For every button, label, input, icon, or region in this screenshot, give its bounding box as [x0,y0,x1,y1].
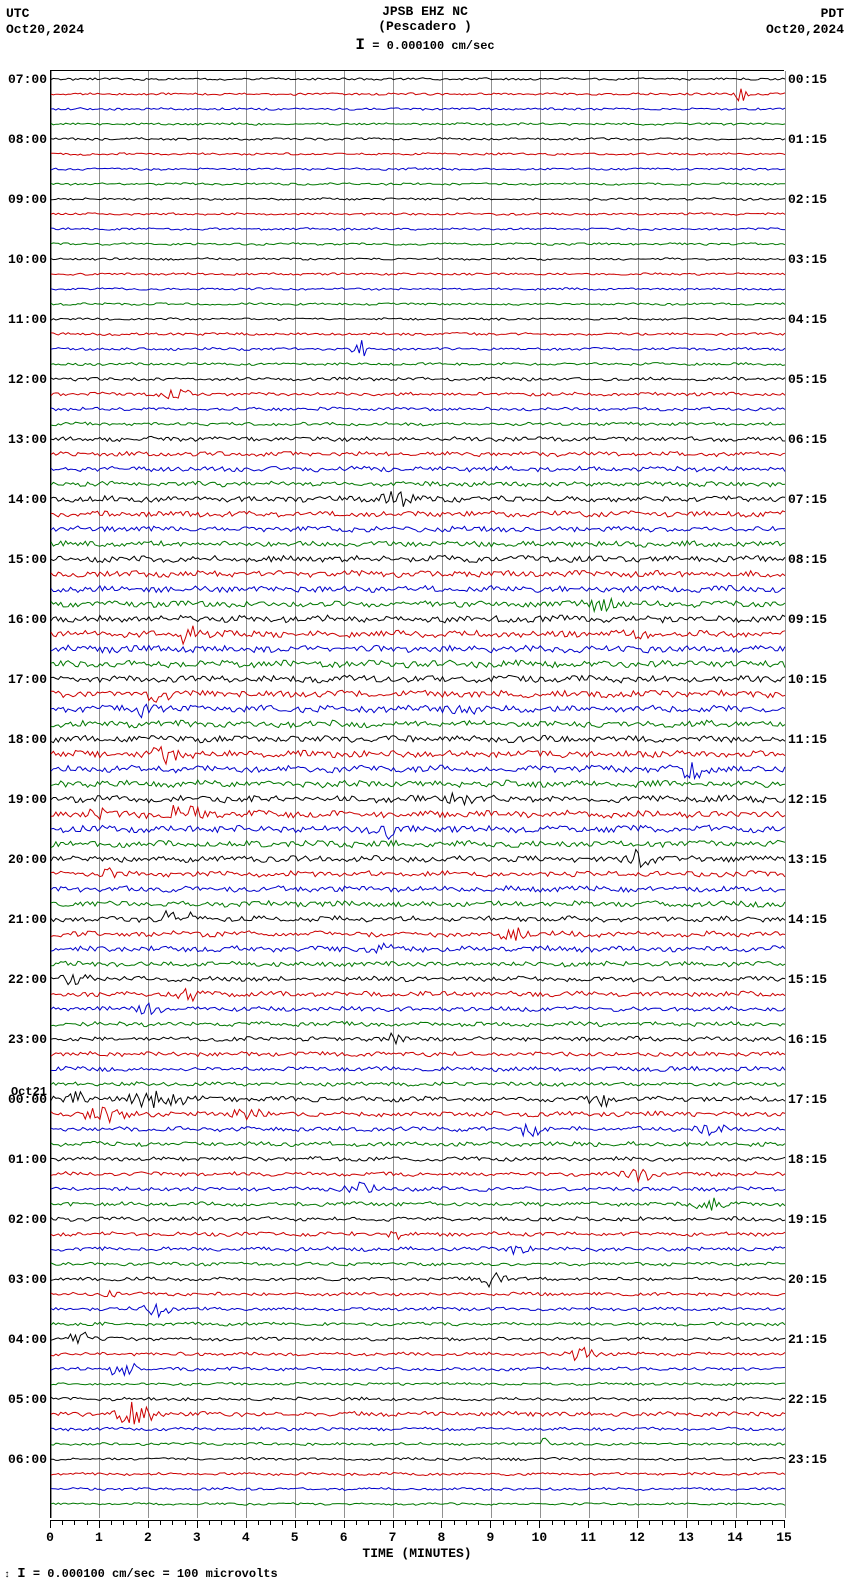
pdt-time-label: 10:15 [788,672,827,687]
header: JPSB EHZ NC (Pescadero ) I = 0.000100 cm… [0,4,850,54]
utc-time-label: 03:00 [8,1272,47,1287]
x-tick-label: 14 [727,1530,743,1545]
utc-time-label: 21:00 [8,912,47,927]
utc-time-label: 12:00 [8,372,47,387]
x-axis-title: TIME (MINUTES) [50,1546,784,1561]
x-tick-major [393,1520,394,1528]
x-tick-major [490,1520,491,1528]
pdt-time-label: 21:15 [788,1332,827,1347]
seismogram-plot: 07:0008:0009:0010:0011:0012:0013:0014:00… [50,70,784,1518]
x-tick-label: 15 [776,1530,792,1545]
pdt-time-label: 03:15 [788,252,827,267]
x-tick-major [99,1520,100,1528]
utc-time-label: 13:00 [8,432,47,447]
pdt-time-label: 13:15 [788,852,827,867]
utc-time-label: 08:00 [8,132,47,147]
pdt-time-label: 05:15 [788,372,827,387]
pdt-time-label: 11:15 [788,732,827,747]
x-tick-label: 1 [95,1530,103,1545]
x-tick-major [784,1520,785,1528]
scale-indicator: I = 0.000100 cm/sec [0,36,850,54]
x-tick-label: 11 [580,1530,596,1545]
x-tick-major [295,1520,296,1528]
x-tick-label: 7 [389,1530,397,1545]
pdt-time-label: 00:15 [788,72,827,87]
x-tick-label: 5 [291,1530,299,1545]
utc-time-label: 19:00 [8,792,47,807]
pdt-time-label: 08:15 [788,552,827,567]
station-location: (Pescadero ) [0,19,850,34]
pdt-time-label: 16:15 [788,1032,827,1047]
x-tick-major [735,1520,736,1528]
x-tick-major [588,1520,589,1528]
pdt-time-label: 18:15 [788,1152,827,1167]
x-tick-label: 8 [438,1530,446,1545]
pdt-time-label: 02:15 [788,192,827,207]
pdt-time-label: 06:15 [788,432,827,447]
x-tick-major [539,1520,540,1528]
scale-text: = 0.000100 cm/sec [372,39,494,53]
x-tick-major [637,1520,638,1528]
pdt-time-label: 17:15 [788,1092,827,1107]
utc-time-label: 22:00 [8,972,47,987]
x-tick-label: 0 [46,1530,54,1545]
pdt-time-label: 22:15 [788,1392,827,1407]
utc-time-label: 11:00 [8,312,47,327]
x-tick-label: 10 [532,1530,548,1545]
x-tick-label: 12 [629,1530,645,1545]
utc-time-label: 23:00 [8,1032,47,1047]
pdt-time-label: 01:15 [788,132,827,147]
pdt-time-label: 07:15 [788,492,827,507]
x-tick-label: 13 [678,1530,694,1545]
pdt-time-label: 19:15 [788,1212,827,1227]
utc-time-label: 10:00 [8,252,47,267]
utc-time-label: 20:00 [8,852,47,867]
x-tick-label: 2 [144,1530,152,1545]
x-tick-label: 6 [340,1530,348,1545]
utc-time-label: 06:00 [8,1452,47,1467]
utc-time-label: 14:00 [8,492,47,507]
utc-time-label: 04:00 [8,1332,47,1347]
pdt-time-label: 23:15 [788,1452,827,1467]
utc-time-label: 15:00 [8,552,47,567]
x-tick-major [441,1520,442,1528]
station-code: JPSB EHZ NC [0,4,850,19]
x-tick-major [344,1520,345,1528]
x-tick-major [197,1520,198,1528]
x-axis-line [50,1520,784,1521]
x-tick-label: 9 [486,1530,494,1545]
x-tick-major [246,1520,247,1528]
x-tick-label: 3 [193,1530,201,1545]
utc-time-label: 05:00 [8,1392,47,1407]
seismogram-container: UTC Oct20,2024 PDT Oct20,2024 JPSB EHZ N… [0,0,850,1584]
pdt-time-label: 12:15 [788,792,827,807]
pdt-time-label: 20:15 [788,1272,827,1287]
trace-row [51,1504,784,1505]
utc-time-label: 01:00 [8,1152,47,1167]
x-tick-major [686,1520,687,1528]
pdt-time-label: 09:15 [788,612,827,627]
utc-time-label: 17:00 [8,672,47,687]
x-tick-major [50,1520,51,1528]
utc-time-label: 16:00 [8,612,47,627]
pdt-time-label: 15:15 [788,972,827,987]
x-tick-major [148,1520,149,1528]
pdt-time-label: 14:15 [788,912,827,927]
footer-scale: ↕ I = 0.000100 cm/sec = 100 microvolts [4,1566,278,1582]
date-change-marker: Oct21 [11,1085,47,1099]
utc-time-label: 02:00 [8,1212,47,1227]
utc-time-label: 07:00 [8,72,47,87]
x-tick-label: 4 [242,1530,250,1545]
pdt-time-label: 04:15 [788,312,827,327]
utc-time-label: 18:00 [8,732,47,747]
footer-text: = 0.000100 cm/sec = 100 microvolts [33,1567,278,1581]
utc-time-label: 09:00 [8,192,47,207]
